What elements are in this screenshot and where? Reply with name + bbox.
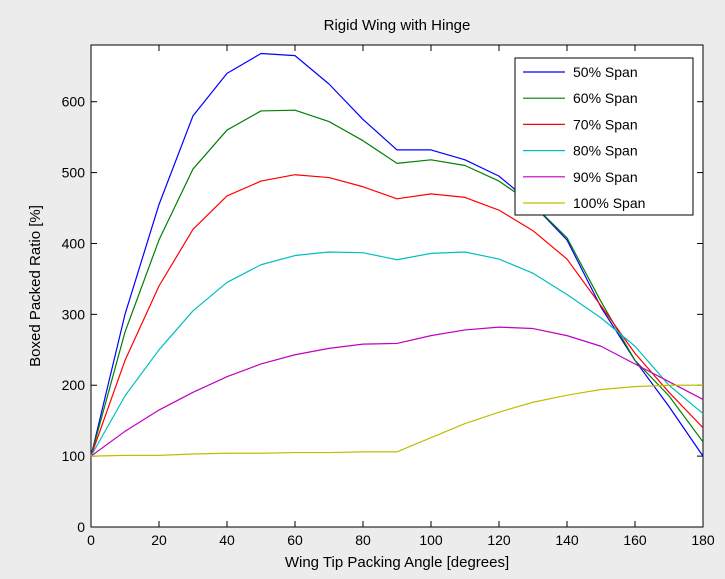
series-line-50-span xyxy=(90,52,704,457)
y-tick-label: 500 xyxy=(62,165,86,181)
y-tick-label: 0 xyxy=(77,519,85,535)
legend-label: 80% Span xyxy=(573,143,638,159)
x-tick-label: 120 xyxy=(487,532,511,548)
x-tick-label: 80 xyxy=(355,532,371,548)
series-line-70-span xyxy=(90,174,704,457)
axis-ticks: 0 20 40 60 80 100 120 140 160 180 0 100 200 300 400 500… xyxy=(62,45,715,548)
y-tick-label: 600 xyxy=(62,94,86,110)
x-tick-label: 60 xyxy=(287,532,303,548)
y-axis-label: Boxed Packed Ratio [%] xyxy=(27,205,44,367)
y-tick-label: 100 xyxy=(62,448,86,464)
chart-title: Rigid Wing with Hinge xyxy=(324,17,471,34)
x-tick-label: 160 xyxy=(623,532,647,548)
x-tick-label: 100 xyxy=(419,532,443,548)
y-tick-label: 400 xyxy=(62,235,86,251)
x-tick-label: 0 xyxy=(87,532,95,548)
legend-label: 70% Span xyxy=(573,116,638,132)
legend-items: 50% Span 60% Span 70% Span 80% Span 90% Span… xyxy=(523,64,645,211)
legend-label: 100% Span xyxy=(573,195,645,211)
x-tick-label: 20 xyxy=(151,532,167,548)
series-lines xyxy=(90,52,704,457)
y-tick-label: 200 xyxy=(62,377,86,393)
legend: 50% Span 60% Span 70% Span 80% Span 90% Span… xyxy=(514,57,694,216)
legend-box xyxy=(514,57,694,216)
x-axis-label: Wing Tip Packing Angle [degrees] xyxy=(285,554,509,571)
series-line-90-span xyxy=(90,326,704,457)
x-tick-label: 180 xyxy=(691,532,715,548)
legend-label: 60% Span xyxy=(573,90,638,106)
x-tick-label: 40 xyxy=(219,532,235,548)
y-tick-label: 300 xyxy=(62,306,86,322)
series-line-80-span xyxy=(90,251,704,457)
legend-label: 90% Span xyxy=(573,169,638,185)
x-tick-label: 140 xyxy=(555,532,579,548)
legend-label: 50% Span xyxy=(573,64,638,80)
series-line-100-span xyxy=(90,384,703,457)
series-line-60-span xyxy=(90,109,704,457)
